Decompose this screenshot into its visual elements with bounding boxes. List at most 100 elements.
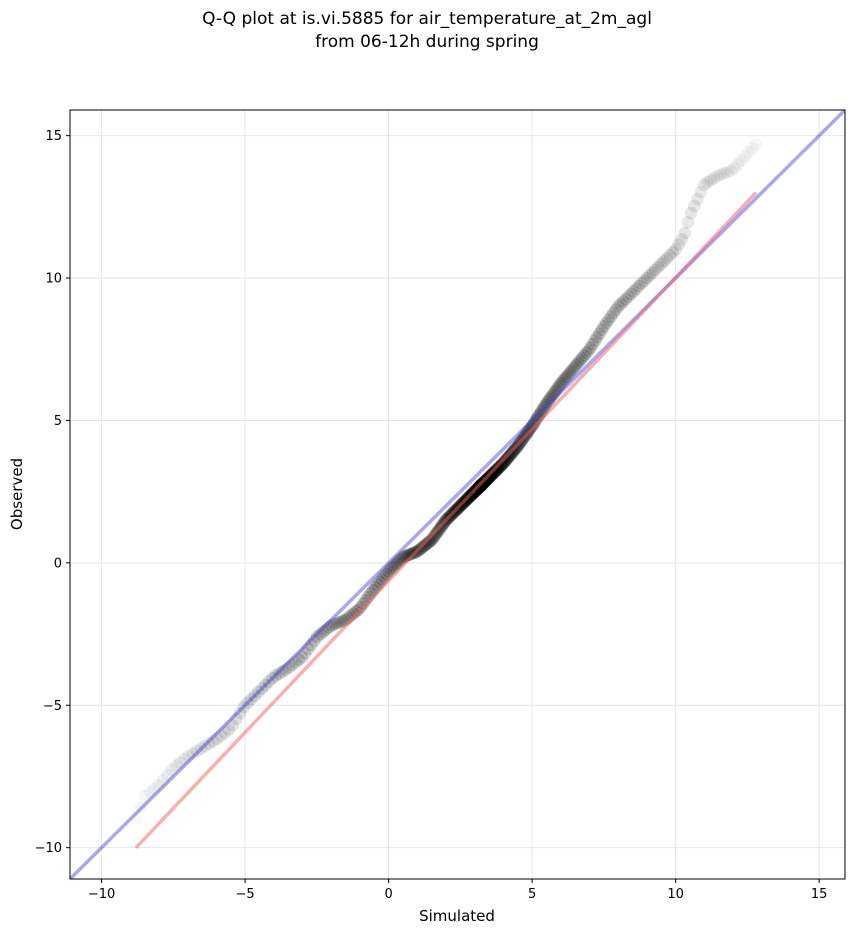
qq-point — [190, 744, 204, 758]
fit-line — [134, 191, 758, 849]
qq-point — [562, 368, 575, 381]
qq-point — [279, 663, 293, 676]
qq-point — [527, 417, 541, 430]
qq-point — [304, 638, 318, 652]
qq-point — [495, 458, 508, 472]
qq-point — [218, 726, 232, 739]
qq-point — [143, 786, 156, 799]
qq-point — [483, 470, 496, 484]
qq-point — [484, 468, 498, 482]
qq-point — [386, 560, 400, 574]
qq-point — [714, 168, 727, 182]
qq-point — [640, 271, 654, 285]
qq-point — [643, 269, 656, 282]
qq-point — [541, 395, 554, 409]
qq-point — [272, 667, 286, 680]
qq-point — [307, 634, 321, 647]
qq-point — [357, 597, 370, 610]
qq-point — [429, 527, 443, 541]
qq-point — [152, 779, 165, 792]
qq-point — [417, 539, 431, 553]
qq-point — [194, 742, 208, 755]
qq-point — [663, 249, 677, 262]
qq-point — [202, 737, 216, 751]
qq-point — [419, 538, 432, 552]
qq-point — [248, 689, 262, 702]
qq-point — [560, 370, 573, 384]
qq-point — [322, 621, 336, 634]
x-tick-label: −10 — [88, 887, 115, 902]
y-tick-label: 0 — [54, 556, 62, 571]
qq-point — [482, 471, 496, 484]
qq-point — [282, 661, 296, 674]
qq-point — [582, 344, 595, 357]
qq-point — [687, 199, 701, 213]
qq-point — [724, 164, 738, 177]
qq-point — [276, 665, 289, 678]
qq-point — [316, 625, 330, 639]
qq-point — [637, 274, 651, 288]
qq-point — [349, 605, 363, 618]
qq-point — [210, 732, 224, 746]
y-tick-label: 10 — [45, 272, 62, 287]
qq-point — [567, 361, 581, 374]
qq-point — [590, 330, 604, 344]
qq-point — [384, 563, 397, 576]
qq-point — [486, 467, 499, 481]
qq-point — [586, 337, 600, 351]
x-tick-label: −5 — [236, 887, 255, 902]
qq-point — [319, 623, 333, 636]
qq-point — [222, 723, 236, 736]
qq-point — [547, 386, 561, 400]
qq-point — [735, 154, 748, 167]
qq-point — [380, 567, 393, 581]
qq-point — [169, 759, 183, 773]
qq-point — [489, 464, 503, 477]
qq-point — [255, 682, 269, 695]
x-axis-label: Simulated — [419, 907, 495, 925]
qq-point — [354, 600, 368, 614]
qq-point — [310, 630, 324, 643]
qq-point — [721, 165, 734, 179]
qq-point — [728, 161, 741, 175]
qq-point — [262, 675, 276, 688]
qq-point — [161, 768, 174, 782]
qq-point — [565, 363, 579, 377]
qq-point — [595, 323, 609, 337]
qq-point — [502, 450, 516, 464]
qq-point — [675, 233, 689, 246]
chart-title-line-1: Q-Q plot at is.vi.5885 for air_temperatu… — [202, 9, 652, 29]
qq-point — [252, 685, 265, 699]
qq-point — [496, 457, 510, 470]
qq-point — [607, 306, 620, 320]
qq-point — [182, 749, 196, 763]
qq-point — [542, 393, 556, 407]
x-tick-label: 10 — [667, 887, 684, 902]
qq-point — [600, 316, 613, 330]
qq-point — [420, 537, 434, 550]
y-tick-label: 5 — [54, 414, 62, 429]
plot-area — [70, 110, 845, 879]
reference-lines — [70, 110, 845, 879]
qq-point — [206, 735, 220, 748]
qq-point — [496, 457, 509, 471]
qq-point — [554, 376, 568, 390]
qq-point — [498, 455, 512, 468]
qq-point — [489, 464, 502, 478]
qq-point — [237, 700, 251, 714]
qq-point — [499, 453, 513, 467]
qq-point — [731, 158, 745, 171]
qq-point — [678, 226, 692, 240]
qq-point — [558, 372, 571, 386]
qq-point — [691, 192, 704, 206]
axis-ticks: −10 −5 0 5 10 15 −10 −5 0 5 10 15 — [35, 129, 828, 902]
qq-point — [738, 150, 752, 163]
qq-point — [301, 642, 315, 656]
qq-point — [635, 277, 648, 290]
qq-point — [704, 174, 717, 187]
qq-point — [602, 313, 615, 327]
qq-point — [165, 763, 179, 777]
qq-point — [549, 384, 562, 397]
qq-point — [233, 706, 247, 720]
